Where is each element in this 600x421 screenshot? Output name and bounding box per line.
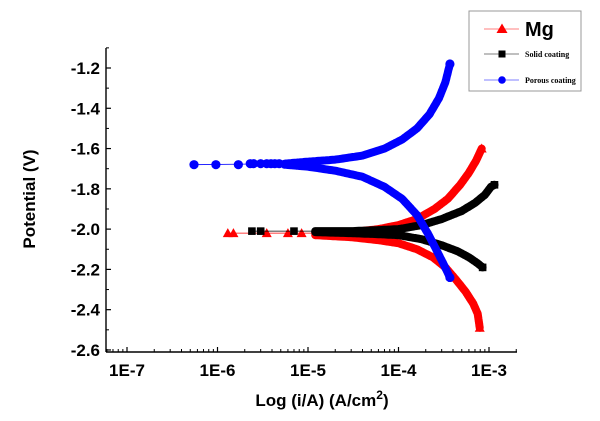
y-tick-label: -2.2 bbox=[71, 260, 100, 279]
legend-box bbox=[468, 10, 582, 92]
data-point-marker bbox=[228, 228, 239, 238]
data-point-marker bbox=[211, 160, 221, 170]
y-tick-label: -1.2 bbox=[71, 59, 100, 78]
cathodic-end-marker bbox=[474, 322, 485, 332]
y-tick-label: -1.4 bbox=[71, 99, 101, 118]
y-tick-label: -2.6 bbox=[71, 341, 100, 360]
anodic-end-marker bbox=[445, 59, 455, 69]
x-tick-label: 1E-6 bbox=[200, 361, 236, 380]
y-tick-label: -1.6 bbox=[71, 140, 100, 159]
y-tick-label: -2.0 bbox=[71, 220, 100, 239]
x-tick-label: 1E-7 bbox=[109, 361, 145, 380]
ticks: -1.2 -1.4 -1.6 -1.8 -2.0 -2.2 -2.4 -2.6 1E-7 1E-6… bbox=[71, 47, 517, 380]
data-point-marker bbox=[233, 160, 243, 170]
legend-label-solid-coating: Solid coating bbox=[525, 50, 569, 59]
data-point-marker bbox=[290, 227, 298, 235]
legend: Mg Solid coating Porous coating bbox=[468, 10, 582, 92]
data-point-marker bbox=[296, 228, 307, 238]
data-point-marker bbox=[248, 159, 259, 169]
plot-area bbox=[189, 59, 499, 332]
legend-item-porous-coating: Porous coating bbox=[484, 76, 576, 85]
legend-label-porous-coating: Porous coating bbox=[525, 76, 576, 85]
legend-marker-triangle bbox=[496, 23, 508, 33]
cathodic-end-marker bbox=[445, 272, 455, 283]
data-point-marker bbox=[274, 159, 284, 169]
anodic-end-marker bbox=[490, 181, 499, 189]
legend-marker-circle bbox=[498, 76, 506, 84]
anodic-end-marker bbox=[476, 143, 487, 153]
legend-label-mg: Mg bbox=[525, 19, 554, 41]
x-tick-label: 1E-4 bbox=[381, 361, 417, 380]
anodic-branch-porous-coating bbox=[280, 60, 454, 168]
cathodic-end-marker bbox=[478, 263, 487, 272]
y-tick-label: -2.4 bbox=[71, 301, 101, 320]
cathodic-branch-porous-coating bbox=[280, 160, 454, 282]
series-porous-coating bbox=[189, 59, 455, 283]
anodic-branch-solid-coating bbox=[311, 180, 499, 236]
x-axis-title: Log (i/A) (A/cm2) bbox=[255, 388, 388, 410]
data-point-marker bbox=[189, 160, 199, 170]
data-point-marker bbox=[248, 227, 256, 235]
axes bbox=[105, 48, 517, 353]
legend-item-mg: Mg bbox=[484, 19, 554, 41]
x-tick-label: 1E-5 bbox=[290, 361, 326, 380]
y-axis-title: Potential (V) bbox=[20, 149, 39, 248]
legend-marker-square bbox=[498, 50, 506, 58]
data-point-marker bbox=[256, 227, 265, 235]
x-tick-label: 1E-3 bbox=[471, 361, 507, 380]
legend-item-solid-coating: Solid coating bbox=[484, 50, 569, 59]
y-tick-label: -1.8 bbox=[71, 180, 100, 199]
